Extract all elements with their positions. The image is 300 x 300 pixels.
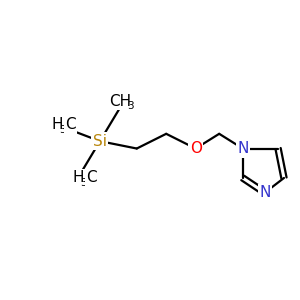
Text: N: N [237,141,248,156]
Text: N: N [259,185,271,200]
Text: C: C [86,170,96,185]
Text: C: C [65,118,76,133]
Text: CH: CH [110,94,132,109]
Text: O: O [190,141,202,156]
Text: 3: 3 [59,125,66,135]
Text: 3: 3 [80,178,86,188]
Text: 3: 3 [127,101,134,111]
Text: Si: Si [93,134,107,149]
Text: H: H [52,118,63,133]
Text: H: H [72,170,84,185]
